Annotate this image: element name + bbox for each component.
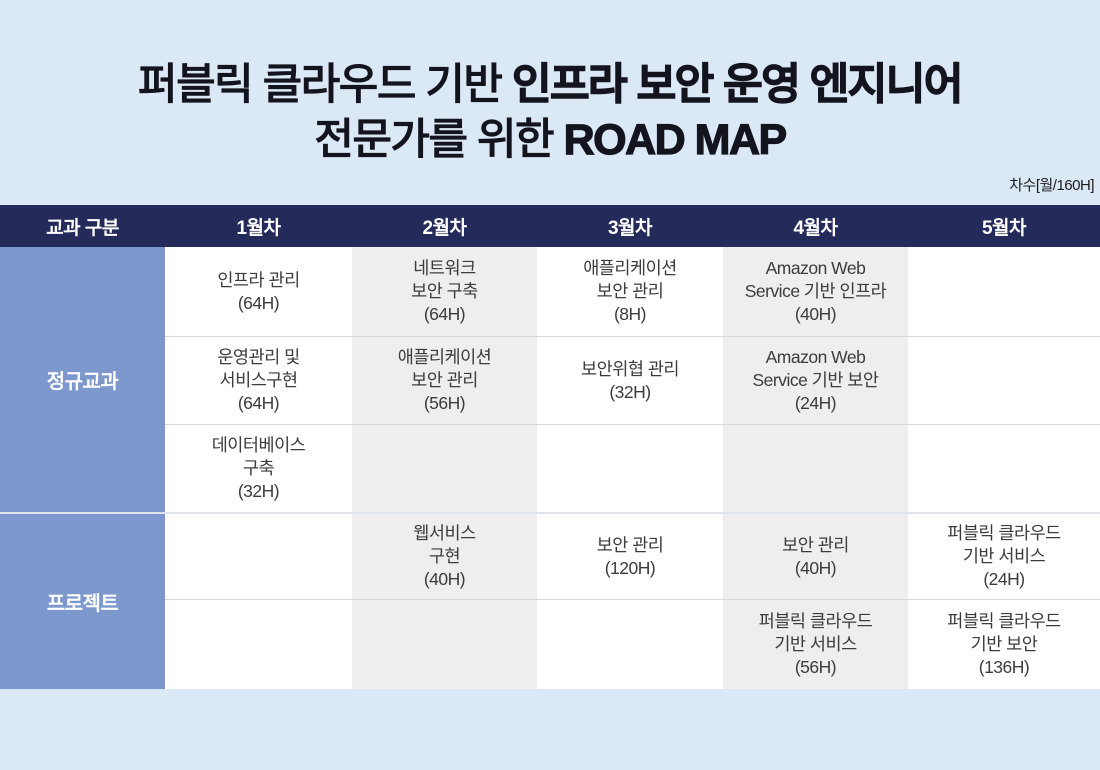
table-body: 정규교과 인프라 관리 (64H) 네트워크 보안 구축 (64H) 애플리케이션 보…: [0, 247, 1100, 689]
table-header-row: 교과 구분 1월차 2월차 3월차 4월차 5월차: [0, 205, 1100, 247]
course-cell: 애플리케이션 보안 관리 (56H): [352, 337, 537, 425]
course-cell: [537, 425, 723, 512]
section-프로젝트: 프로젝트 웹서비스 구현 (40H) 보안 관리 (120H) 보안 관리 (40H)…: [0, 514, 1100, 689]
course-cell: 보안위협 관리 (32H): [537, 337, 723, 425]
header-cell-2: 2월차: [422, 217, 467, 239]
course-cell: [537, 600, 723, 689]
title-line2-bold: ROAD MAP: [563, 115, 788, 164]
header-cell-1: 1월차: [236, 217, 281, 239]
course-cell: 퍼블릭 클라우드 기반 서비스 (24H): [908, 514, 1100, 600]
title-line1-regular: 퍼블릭 클라우드 기반: [138, 61, 512, 109]
title-line-2: 전문가를 위한 ROAD MAP: [0, 113, 1100, 168]
header-cell-3: 3월차: [607, 217, 653, 239]
course-cell: 애플리케이션 보안 관리 (8H): [537, 247, 723, 337]
header-cell-5: 5월차: [981, 217, 1027, 239]
course-cell: [352, 425, 537, 512]
course-cell: 보안 관리 (40H): [723, 514, 908, 600]
course-cell: 운영관리 및 서비스구현 (64H): [165, 337, 352, 425]
course-cell: 보안 관리 (120H): [537, 514, 723, 600]
section-label: 프로젝트: [0, 514, 165, 689]
course-cell: [908, 425, 1100, 512]
course-cell: [165, 600, 352, 689]
section-정규교과: 정규교과 인프라 관리 (64H) 네트워크 보안 구축 (64H) 애플리케이션 보…: [0, 247, 1100, 512]
course-cell: [723, 425, 908, 512]
course-cell: [165, 514, 352, 600]
course-cell: 네트워크 보안 구축 (64H): [352, 247, 537, 337]
course-cell: 퍼블릭 클라우드 기반 서비스 (56H): [723, 600, 908, 689]
course-cell: 인프라 관리 (64H): [165, 247, 352, 337]
course-cell: [908, 247, 1100, 337]
roadmap-table: 교과 구분 1월차 2월차 3월차 4월차 5월차 정규교과 인프라 관리 (64H) 네트워…: [0, 205, 1100, 689]
title-line2-regular: 전문가를 위한: [314, 116, 564, 164]
header-cell-4: 4월차: [793, 217, 838, 239]
section-label: 정규교과: [0, 247, 165, 512]
title-line1-bold: 인프라 보안 운영 엔지니어: [511, 60, 964, 109]
unit-note: 차수[월/160H]: [1009, 177, 1094, 194]
course-cell: 웹서비스 구현 (40H): [352, 514, 537, 600]
title-line-1: 퍼블릭 클라우드 기반 인프라 보안 운영 엔지니어: [0, 58, 1100, 113]
course-cell: 퍼블릭 클라우드 기반 보안 (136H): [908, 600, 1100, 689]
header-cell-0: 교과 구분: [46, 217, 119, 239]
course-cell: [352, 600, 537, 689]
course-cell: 데이터베이스 구축 (32H): [165, 425, 352, 512]
course-cell: Amazon Web Service 기반 보안 (24H): [723, 337, 908, 425]
page-title: 퍼블릭 클라우드 기반 인프라 보안 운영 엔지니어 전문가를 위한 ROAD …: [0, 0, 1100, 168]
course-cell: Amazon Web Service 기반 인프라 (40H): [723, 247, 908, 337]
course-cell: [908, 337, 1100, 425]
section-separator: [0, 512, 1100, 514]
